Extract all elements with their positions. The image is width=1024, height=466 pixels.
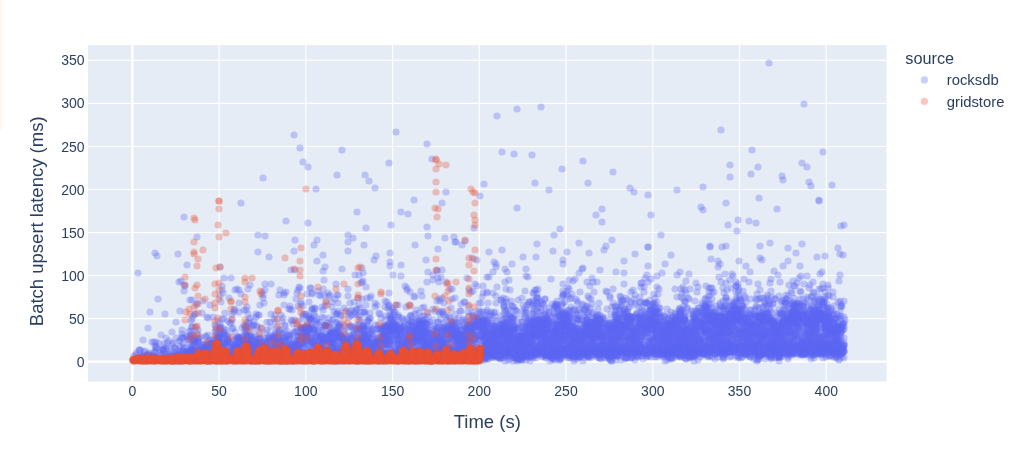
svg-text:250: 250 (61, 139, 85, 155)
svg-text:Time (s): Time (s) (454, 411, 521, 432)
svg-text:300: 300 (641, 383, 665, 399)
svg-text:400: 400 (815, 383, 839, 399)
svg-text:50: 50 (69, 311, 85, 327)
svg-text:150: 150 (61, 225, 85, 241)
svg-text:200: 200 (61, 182, 85, 198)
svg-text:50: 50 (211, 383, 227, 399)
svg-text:300: 300 (61, 95, 85, 111)
svg-text:source: source (905, 49, 954, 67)
svg-text:Batch upsert latency (ms): Batch upsert latency (ms) (26, 116, 47, 326)
svg-text:100: 100 (294, 383, 318, 399)
svg-text:rocksdb: rocksdb (947, 72, 999, 88)
svg-text:100: 100 (61, 268, 85, 284)
svg-text:350: 350 (728, 383, 752, 399)
svg-text:350: 350 (61, 52, 85, 68)
svg-text:gridstore: gridstore (947, 94, 1005, 110)
svg-text:150: 150 (381, 383, 405, 399)
svg-text:0: 0 (77, 354, 85, 370)
svg-text:250: 250 (554, 383, 578, 399)
svg-text:0: 0 (128, 383, 136, 399)
svg-text:200: 200 (468, 383, 492, 399)
